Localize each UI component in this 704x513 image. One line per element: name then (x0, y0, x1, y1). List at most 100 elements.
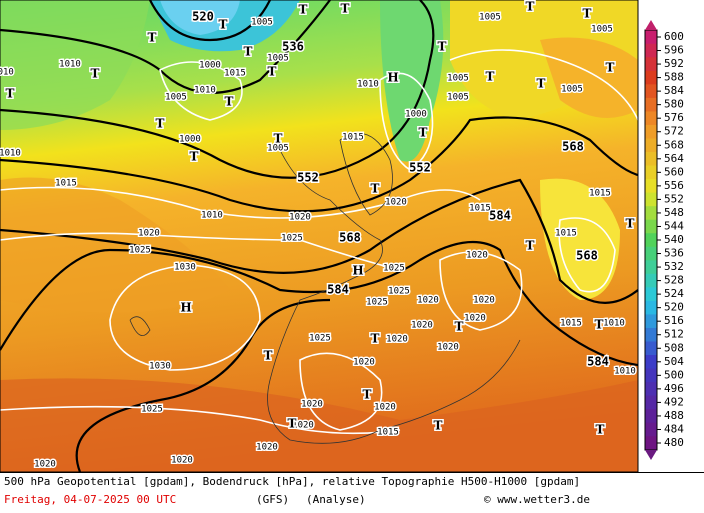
colorbar-label: 536 (664, 247, 684, 260)
geopotential-label: 584 (587, 355, 609, 369)
colorbar-swatch (645, 341, 657, 356)
colorbar-arrow-bottom (645, 450, 657, 460)
colorbar-label: 508 (664, 341, 684, 354)
colorbar-label: 576 (664, 111, 684, 124)
colorbar-swatch (645, 368, 657, 383)
colorbar-label: 580 (664, 98, 684, 111)
pressure-center: H (352, 264, 363, 278)
colorbar-swatch (645, 287, 657, 302)
isobar-label: 1015 (342, 133, 364, 143)
pressure-center: T (371, 332, 380, 346)
isobar-label: 1015 (377, 428, 399, 438)
isobar-label: 1015 (589, 189, 611, 199)
isobar-label: 1000 (199, 61, 221, 71)
pressure-center: T (274, 132, 283, 146)
pressure-center: T (288, 417, 297, 431)
colorbar-label: 480 (664, 436, 684, 449)
pressure-center: T (219, 18, 228, 32)
colorbar-label: 600 (664, 30, 684, 43)
pressure-center: T (363, 388, 372, 402)
geopotential-contours (0, 0, 639, 473)
map-labels: 520 536 552 552 568 584 584 568 568 584 1005 1010 10… (0, 0, 637, 471)
isobar-label: 1020 (256, 443, 278, 453)
geopotential-label: 552 (297, 171, 319, 185)
isobar-label: 1025 (281, 234, 303, 244)
isobar-label: 1025 (129, 246, 151, 256)
geopotential-label: 568 (562, 140, 584, 154)
isobar-label: 1025 (141, 405, 163, 415)
pressure-center: H (180, 301, 191, 315)
isobar-label: 1000 (179, 135, 201, 145)
isobar-label: 1020 (437, 343, 459, 353)
isobar-label: 1020 (386, 335, 408, 345)
colorbar-swatch (645, 43, 657, 58)
colorbar-swatch (645, 395, 657, 410)
colorbar-label: 532 (664, 260, 684, 273)
isobar-label: 1005 (447, 74, 469, 84)
pressure-center: T (626, 217, 635, 231)
pressure-center: T (148, 31, 157, 45)
colorbar-label: 500 (664, 368, 684, 381)
pressure-center: T (190, 150, 199, 164)
colorbar-swatch (645, 70, 657, 85)
colorbar-swatch (645, 246, 657, 261)
pressure-center: T (419, 126, 428, 140)
isobar-label: 1005 (267, 144, 289, 154)
pressure-center: T (244, 45, 253, 59)
isobar-label: 1010 (614, 367, 636, 377)
isobar-label: 1020 (34, 460, 56, 470)
colorbar-label: 596 (664, 44, 684, 57)
colorbar-swatch (645, 422, 657, 437)
isobar-label: 1005 (447, 93, 469, 103)
isobar-label: 1020 (138, 229, 160, 239)
isobar-label: 1020 (374, 403, 396, 413)
isobar-label: 1015 (469, 204, 491, 214)
geopotential-label: 520 (192, 10, 214, 24)
isobar-label: 1005 (165, 93, 187, 103)
geopotential-label: 552 (409, 161, 431, 175)
pressure-center: T (268, 65, 277, 79)
isobar-label: 1010 (0, 149, 21, 159)
geopotential-label: 584 (327, 283, 349, 297)
isobar-label: 1020 (292, 421, 314, 431)
colorbar-label: 528 (664, 274, 684, 287)
isobar-label: 1020 (466, 251, 488, 261)
isobar-label: 1005 (267, 54, 289, 64)
colorbar-label: 524 (664, 287, 684, 300)
colorbar-swatch (645, 152, 657, 167)
colorbar-swatch (645, 300, 657, 315)
colorbar-swatch (645, 233, 657, 248)
pressure-center: T (526, 0, 535, 14)
geopotential-label: 568 (339, 231, 361, 245)
isobar-label: 1020 (464, 314, 486, 324)
colorbar-swatch (645, 138, 657, 153)
pressure-center: T (434, 419, 443, 433)
pressure-center: T (486, 70, 495, 84)
isobar-label: 1020 (353, 358, 375, 368)
isobar-label: 1025 (388, 287, 410, 297)
colorbar-label: 572 (664, 125, 684, 138)
colorbar-swatch (645, 192, 657, 207)
footer-date: Freitag, 04-07-2025 00 UTC (4, 493, 176, 506)
colorbar-swatch (645, 355, 657, 370)
colorbar-label: 552 (664, 192, 684, 205)
isobar-label: 1030 (174, 263, 196, 273)
colorbar-label: 484 (664, 422, 684, 435)
colorbar-swatch (645, 206, 657, 221)
footer-model: (GFS) (256, 493, 289, 506)
isobar-label: 1025 (366, 298, 388, 308)
isobar-label: 1010 (59, 60, 81, 70)
pressure-center: T (526, 239, 535, 253)
colorbar-swatch (645, 327, 657, 343)
isobar-label: 1025 (383, 264, 405, 274)
pressure-center: T (606, 61, 615, 75)
footer-description: 500 hPa Geopotential [gpdam], Bodendruck… (4, 475, 580, 488)
colorbar-label: 520 (664, 301, 684, 314)
colorbar-label: 564 (664, 152, 684, 165)
pressure-center: T (225, 95, 234, 109)
colorbar-label: 496 (664, 382, 684, 395)
isobar-label: 1010 (194, 86, 216, 96)
isobar-label: 1010 (603, 319, 625, 329)
colorbar-label: 512 (664, 328, 684, 341)
pressure-center: T (371, 182, 380, 196)
